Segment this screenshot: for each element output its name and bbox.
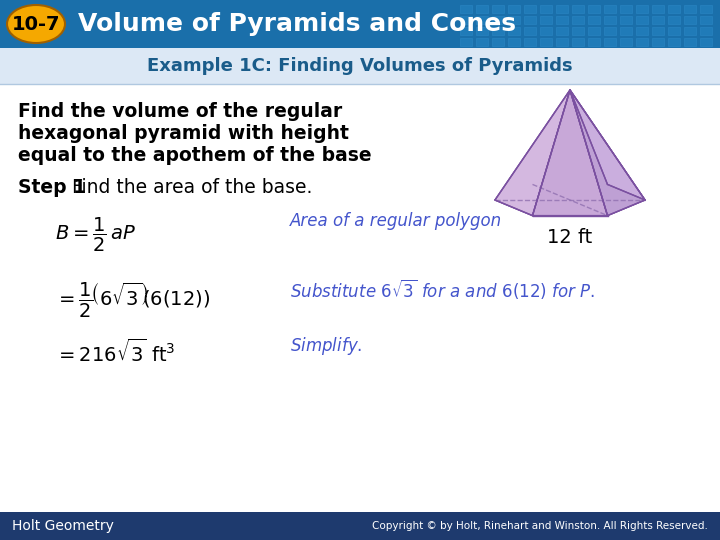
Text: Find the volume of the regular: Find the volume of the regular (18, 102, 342, 121)
FancyBboxPatch shape (700, 5, 712, 13)
FancyBboxPatch shape (460, 27, 472, 35)
FancyBboxPatch shape (540, 16, 552, 24)
FancyBboxPatch shape (620, 16, 632, 24)
FancyBboxPatch shape (636, 16, 648, 24)
FancyBboxPatch shape (668, 5, 680, 13)
Polygon shape (495, 185, 645, 215)
FancyBboxPatch shape (572, 38, 584, 46)
FancyBboxPatch shape (684, 16, 696, 24)
FancyBboxPatch shape (684, 27, 696, 35)
Text: $\mathit{Substitute}\ 6\sqrt{3}\ \mathit{for}\ a\ \mathit{and}\ 6(12)\ \mathit{f: $\mathit{Substitute}\ 6\sqrt{3}\ \mathit… (290, 277, 595, 301)
Polygon shape (533, 90, 608, 215)
FancyBboxPatch shape (460, 16, 472, 24)
FancyBboxPatch shape (508, 38, 520, 46)
FancyBboxPatch shape (652, 27, 664, 35)
FancyBboxPatch shape (572, 16, 584, 24)
Text: $\mathit{Simplify.}$: $\mathit{Simplify.}$ (290, 335, 362, 357)
Text: Example 1C: Finding Volumes of Pyramids: Example 1C: Finding Volumes of Pyramids (147, 57, 573, 75)
FancyBboxPatch shape (652, 16, 664, 24)
Text: Holt Geometry: Holt Geometry (12, 519, 114, 533)
FancyBboxPatch shape (668, 16, 680, 24)
FancyBboxPatch shape (460, 5, 472, 13)
FancyBboxPatch shape (556, 27, 568, 35)
FancyBboxPatch shape (652, 38, 664, 46)
Text: $B = \dfrac{1}{2}\,aP$: $B = \dfrac{1}{2}\,aP$ (55, 216, 136, 254)
FancyBboxPatch shape (508, 27, 520, 35)
FancyBboxPatch shape (476, 38, 488, 46)
Text: Area of a regular polygon: Area of a regular polygon (290, 212, 502, 230)
FancyBboxPatch shape (492, 16, 504, 24)
FancyBboxPatch shape (524, 38, 536, 46)
Text: Step 1: Step 1 (18, 178, 86, 197)
FancyBboxPatch shape (476, 27, 488, 35)
FancyBboxPatch shape (572, 27, 584, 35)
FancyBboxPatch shape (524, 16, 536, 24)
FancyBboxPatch shape (540, 27, 552, 35)
FancyBboxPatch shape (588, 27, 600, 35)
FancyBboxPatch shape (556, 16, 568, 24)
FancyBboxPatch shape (604, 16, 616, 24)
FancyBboxPatch shape (524, 27, 536, 35)
FancyBboxPatch shape (572, 5, 584, 13)
FancyBboxPatch shape (636, 38, 648, 46)
Polygon shape (570, 90, 645, 215)
FancyBboxPatch shape (652, 5, 664, 13)
FancyBboxPatch shape (668, 38, 680, 46)
Ellipse shape (7, 5, 65, 43)
FancyBboxPatch shape (588, 16, 600, 24)
FancyBboxPatch shape (604, 38, 616, 46)
FancyBboxPatch shape (540, 38, 552, 46)
FancyBboxPatch shape (700, 27, 712, 35)
FancyBboxPatch shape (668, 27, 680, 35)
FancyBboxPatch shape (556, 5, 568, 13)
FancyBboxPatch shape (0, 0, 720, 48)
Polygon shape (570, 90, 645, 200)
FancyBboxPatch shape (684, 38, 696, 46)
FancyBboxPatch shape (588, 5, 600, 13)
FancyBboxPatch shape (604, 27, 616, 35)
FancyBboxPatch shape (508, 16, 520, 24)
Text: equal to the apothem of the base: equal to the apothem of the base (18, 146, 372, 165)
Text: Volume of Pyramids and Cones: Volume of Pyramids and Cones (78, 12, 516, 36)
Polygon shape (495, 90, 570, 215)
FancyBboxPatch shape (588, 38, 600, 46)
Text: $= 216\sqrt{3}\ \mathrm{ft}^3$: $= 216\sqrt{3}\ \mathrm{ft}^3$ (55, 339, 176, 366)
FancyBboxPatch shape (700, 16, 712, 24)
Text: 12 ft: 12 ft (547, 228, 593, 247)
Polygon shape (495, 90, 570, 200)
FancyBboxPatch shape (636, 5, 648, 13)
Polygon shape (533, 90, 608, 185)
FancyBboxPatch shape (476, 16, 488, 24)
FancyBboxPatch shape (620, 38, 632, 46)
FancyBboxPatch shape (460, 38, 472, 46)
FancyBboxPatch shape (620, 5, 632, 13)
FancyBboxPatch shape (604, 5, 616, 13)
Text: $= \dfrac{1}{2}\!\left(6\sqrt{3}\right)\!\!\left(6(12)\right)$: $= \dfrac{1}{2}\!\left(6\sqrt{3}\right)\… (55, 281, 210, 320)
FancyBboxPatch shape (636, 27, 648, 35)
FancyBboxPatch shape (700, 38, 712, 46)
FancyBboxPatch shape (540, 5, 552, 13)
FancyBboxPatch shape (492, 27, 504, 35)
Text: Find the area of the base.: Find the area of the base. (72, 178, 312, 197)
FancyBboxPatch shape (0, 48, 720, 84)
FancyBboxPatch shape (524, 5, 536, 13)
FancyBboxPatch shape (476, 5, 488, 13)
FancyBboxPatch shape (508, 5, 520, 13)
Text: hexagonal pyramid with height: hexagonal pyramid with height (18, 124, 349, 143)
FancyBboxPatch shape (556, 38, 568, 46)
Text: Copyright © by Holt, Rinehart and Winston. All Rights Reserved.: Copyright © by Holt, Rinehart and Winsto… (372, 521, 708, 531)
FancyBboxPatch shape (492, 5, 504, 13)
FancyBboxPatch shape (620, 27, 632, 35)
Text: 10-7: 10-7 (12, 15, 60, 33)
FancyBboxPatch shape (684, 5, 696, 13)
FancyBboxPatch shape (492, 38, 504, 46)
FancyBboxPatch shape (0, 512, 720, 540)
